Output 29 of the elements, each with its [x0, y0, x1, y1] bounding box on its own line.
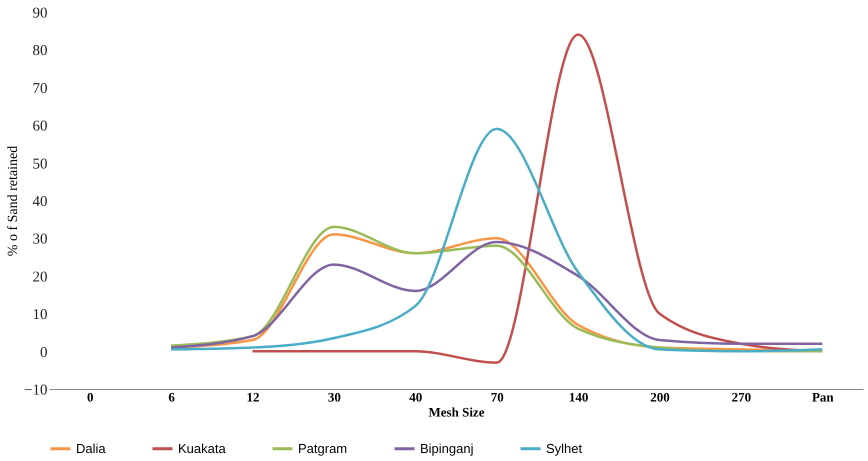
x-tick-label: 6: [168, 390, 176, 404]
x-tick-label: 30: [328, 390, 341, 404]
y-tick-label: 0: [40, 344, 48, 361]
x-tick-label: Pan: [812, 390, 834, 404]
x-tick-label: 140: [568, 390, 588, 404]
legend-label: Patgram: [298, 440, 348, 456]
y-tick-label: 90: [32, 6, 48, 22]
y-tick-label: 10: [32, 307, 48, 324]
y-tick-label: 20: [32, 269, 48, 286]
y-tick-label: 50: [32, 156, 48, 172]
y-tick-label: 30: [32, 232, 48, 248]
legend-label: Kuakata: [178, 440, 226, 456]
x-tick-label: 270: [732, 390, 752, 404]
x-tick-label: 0: [86, 390, 94, 404]
legend-label: Sylhet: [546, 440, 583, 456]
x-tick-label: 12: [246, 390, 260, 404]
legend-label: Bipinganj: [420, 440, 474, 456]
y-tick-label: 80: [32, 43, 48, 60]
x-tick-label: 200: [650, 390, 670, 404]
x-tick-label: 40: [409, 390, 422, 404]
y-axis-title: % o f Sand retained: [6, 146, 22, 256]
x-axis-title: Mesh Size: [428, 404, 485, 420]
y-tick-label: 40: [32, 194, 48, 210]
line-series: [170, 128, 824, 353]
y-tick-label: 70: [32, 80, 48, 97]
y-tick-label: −10: [24, 382, 48, 398]
x-tick-label: 70: [490, 390, 504, 404]
legend-label: Dalia: [76, 440, 106, 456]
y-tick-label: 60: [32, 118, 48, 135]
